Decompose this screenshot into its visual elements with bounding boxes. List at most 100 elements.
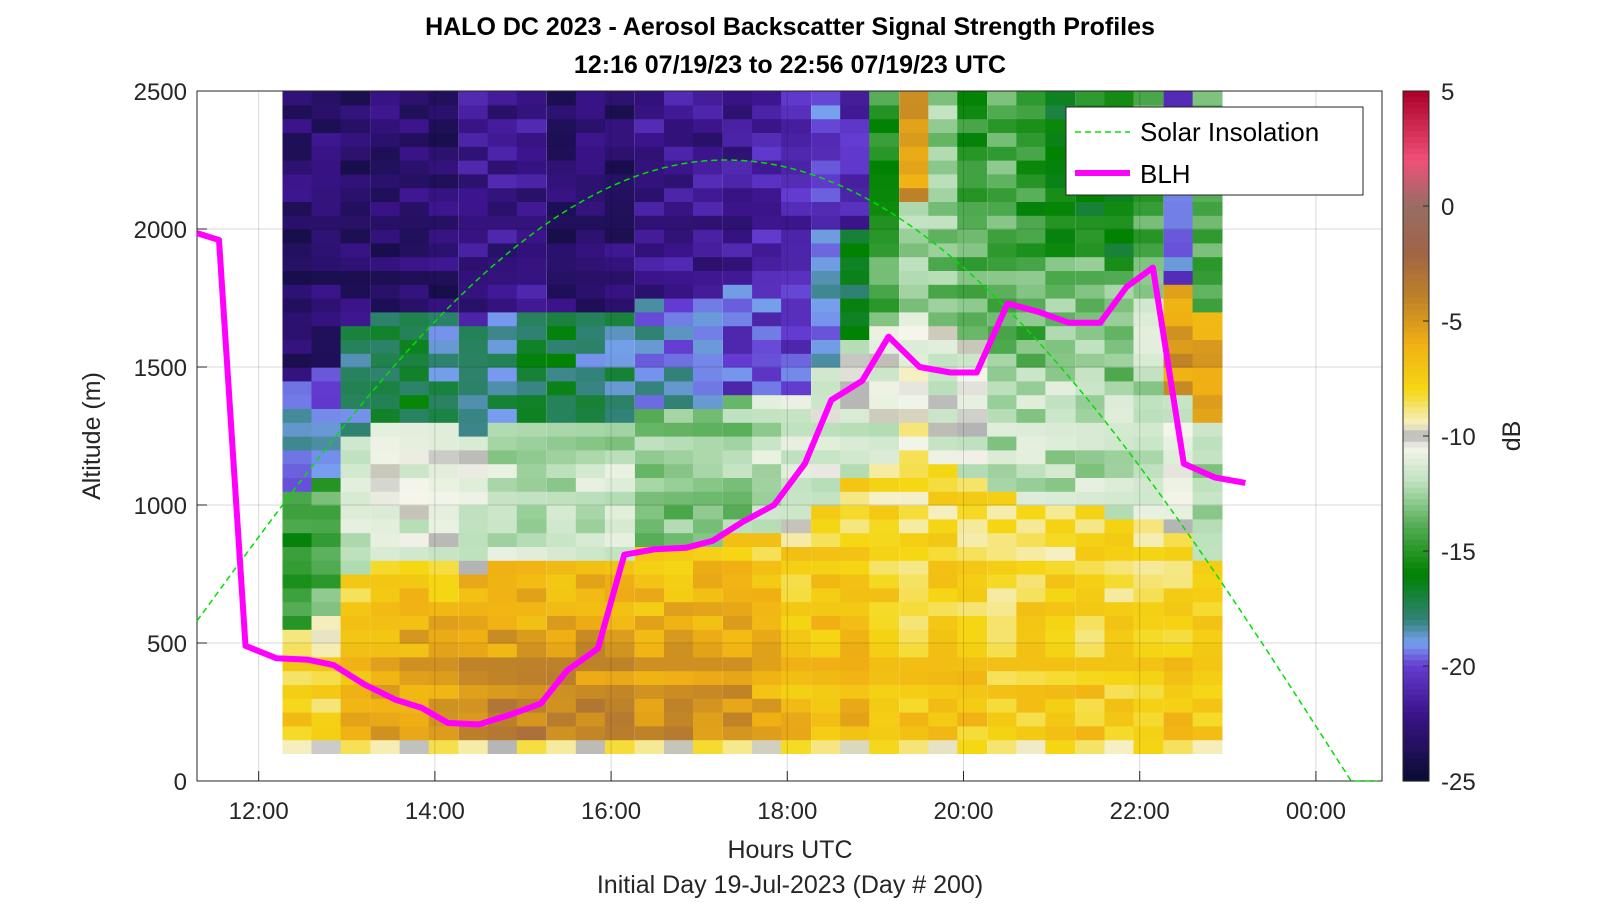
heatmap-cell [840,477,871,492]
heatmap-cell [370,325,401,340]
heatmap-cell [811,656,841,672]
heatmap-cell [634,491,665,506]
heatmap-cell [693,91,723,106]
heatmap-cell [1133,394,1164,409]
heatmap-cell [1045,215,1076,230]
heatmap-cell [458,670,489,685]
heatmap-cell [1104,725,1135,741]
heatmap-cell [840,256,871,271]
heatmap-cell [428,436,459,451]
heatmap-cell [1133,229,1164,244]
heatmap-cell [693,256,723,271]
heatmap-cell [487,160,518,175]
heatmap-cell [752,725,782,741]
heatmap-cell [869,160,900,175]
heatmap-cell [1045,422,1076,437]
heatmap-cell [428,270,459,285]
heatmap-cell [282,229,313,244]
heatmap-cell [487,353,518,368]
heatmap-cell [723,560,753,575]
heatmap-cell [1075,532,1106,547]
heatmap-cell [1075,215,1106,230]
heatmap-cell [869,367,900,382]
heatmap-cell [693,201,723,216]
heatmap-cell [516,380,547,396]
heatmap-cell [693,477,723,492]
heatmap-cell [723,656,753,672]
colorbar-segment [1403,729,1429,736]
heatmap-cell [928,187,959,202]
heatmap-cell [516,187,547,202]
heatmap-cell [1192,684,1223,699]
heatmap-cell [752,325,782,340]
heatmap-cell [604,739,635,754]
heatmap-cell [399,298,430,313]
heatmap-cell [840,91,871,106]
heatmap-cell [634,532,665,547]
heatmap-cell [987,601,1018,616]
colorbar-segment [1403,637,1429,644]
heatmap-cell [340,477,371,492]
heatmap-cell [399,380,430,396]
heatmap-cell [723,201,753,216]
heatmap-cell [752,532,782,547]
heatmap-cell [723,173,753,189]
heatmap-cell [370,215,401,230]
heatmap-cell [340,118,371,133]
colorbar-segment [1403,349,1429,357]
heatmap-cell [604,270,635,285]
heatmap-cell [1192,422,1223,437]
heatmap-cell [399,132,430,147]
heatmap-cell [723,670,753,685]
heatmap-cell [723,684,753,699]
heatmap-cell [811,698,841,713]
heatmap-cell [811,132,841,147]
heatmap-cell [1104,201,1135,216]
heatmap-cell [693,546,723,561]
heatmap-cell [840,670,871,685]
heatmap-cell [1133,532,1164,547]
heatmap-cell [282,173,313,189]
heatmap-cell [987,477,1018,492]
heatmap-cell [487,518,518,534]
heatmap-cell [575,422,606,437]
heatmap-cell [869,104,900,120]
colorbar-segment [1403,614,1429,621]
colorbar-segment [1403,303,1429,311]
heatmap-cell [546,394,577,409]
heatmap-cell [546,477,577,492]
heatmap-cell [458,91,489,106]
heatmap-cell [634,436,665,451]
heatmap-cell [1104,574,1135,589]
heatmap-cell [516,353,547,368]
heatmap-cell [723,587,753,603]
colorbar-segment [1403,424,1429,431]
heatmap-cell [693,491,723,506]
colorbar-segment [1403,91,1429,98]
heatmap-cell [723,601,753,616]
heatmap-cell [487,408,518,423]
heatmap-cell [752,353,782,368]
heatmap-cell [575,546,606,561]
heatmap-cell [1075,229,1106,244]
heatmap-cell [1133,311,1164,327]
heatmap-cell [340,518,371,534]
heatmap-cell [723,132,753,147]
heatmap-cell [957,325,988,340]
heatmap-cell [516,132,547,147]
heatmap-cell [664,491,694,506]
heatmap-cell [899,532,930,547]
heatmap-cell [781,325,811,340]
heatmap-cell [928,463,959,478]
heatmap-cell [1163,325,1194,340]
heatmap-cell [1133,215,1164,230]
heatmap-cell [311,132,342,147]
heatmap-cell [664,518,694,534]
heatmap-cell [811,505,841,520]
heatmap-cell [428,491,459,506]
heatmap-cell [487,615,518,630]
heatmap-cell [516,684,547,699]
colorbar-segment [1403,108,1429,115]
heatmap-cell [664,256,694,271]
heatmap-cell [399,574,430,589]
